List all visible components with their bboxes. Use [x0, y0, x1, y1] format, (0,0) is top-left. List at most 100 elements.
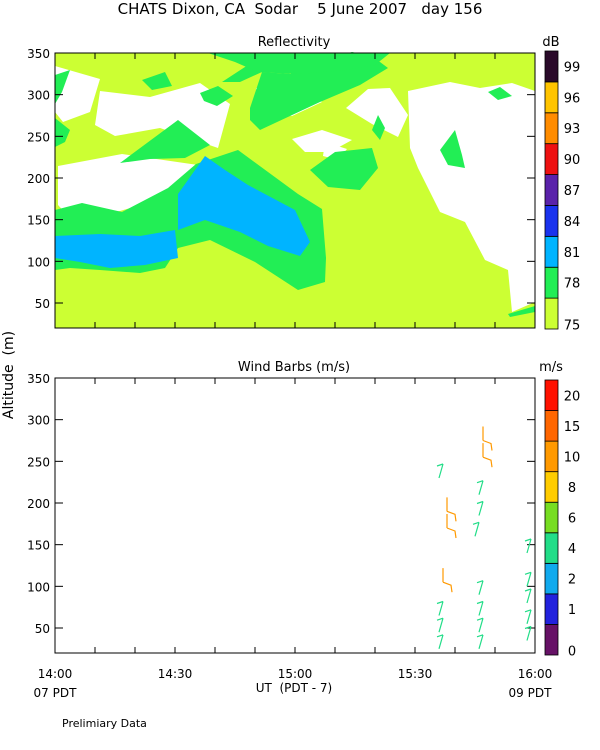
reflectivity-region	[490, 236, 512, 257]
wind-colorbar-swatch	[544, 562, 559, 595]
reflectivity-colorbar-swatch	[544, 297, 559, 330]
wind-colorbar-label: 20	[564, 389, 581, 404]
wind-barb	[446, 497, 457, 522]
wind-colorbar-swatch	[544, 532, 559, 564]
preliminary-footnote: Prelimiary Data	[62, 717, 147, 730]
wind-x-tick-label: 16:00	[518, 667, 553, 681]
reflectivity-title: Reflectivity	[258, 35, 331, 50]
reflectivity-region	[250, 52, 388, 130]
reflectivity-region	[440, 130, 465, 168]
wind-colorbar-label: 1	[568, 603, 576, 618]
wind-barb	[524, 625, 532, 641]
wind-colorbar-swatch	[544, 410, 559, 442]
reflectivity-region	[120, 120, 210, 163]
reflectivity-colorbar-swatch	[544, 50, 559, 83]
wind-colorbar-label: 15	[564, 420, 581, 435]
reflectivity-region	[142, 72, 172, 90]
figure-title: CHATS Dixon, CA Sodar 5 June 2007 day 15…	[118, 0, 483, 18]
wind-barbs-frame	[54, 377, 536, 654]
reflectivity-colorbar-label: 81	[564, 246, 581, 261]
wind-colorbar-swatch	[544, 471, 559, 503]
wind-barb	[476, 634, 484, 649]
wind-barb	[442, 568, 453, 593]
reflectivity-y-tick-label: 50	[35, 297, 50, 311]
reflectivity-region	[208, 53, 390, 74]
wind-barb	[436, 617, 444, 633]
x-sub-label-end: 09 PDT	[509, 686, 553, 700]
reflectivity-colorbar-label: 90	[564, 153, 581, 168]
wind-barb	[524, 571, 532, 587]
wind-barb	[476, 580, 484, 595]
wind-colorbar-swatch	[544, 593, 559, 625]
wind-y-tick-label: 100	[27, 580, 50, 594]
reflectivity-colorbar-label: 87	[564, 184, 581, 199]
wind-colorbar-swatch	[544, 379, 559, 411]
wind-barb	[482, 443, 493, 468]
reflectivity-colorbar-label: 75	[564, 318, 581, 333]
reflectivity-colorbar-swatch	[544, 174, 559, 206]
wind-x-tick-label: 15:00	[278, 667, 313, 681]
wind-colorbar-swatch	[544, 440, 559, 473]
reflectivity-region	[55, 70, 70, 104]
wind-barb	[476, 500, 484, 516]
wind-barb	[476, 617, 484, 633]
reflectivity-colorbar-label: 93	[564, 122, 581, 137]
wind-y-tick-label: 300	[27, 414, 50, 428]
wind-colorbar-label: 8	[568, 481, 576, 496]
reflectivity-region	[408, 82, 535, 312]
reflectivity-region	[310, 148, 378, 190]
wind-colorbar-label: 2	[568, 573, 576, 588]
wind-colorbar-swatch	[544, 624, 559, 656]
wind-colorbar-swatch	[544, 501, 559, 534]
reflectivity-region	[488, 87, 512, 100]
reflectivity-y-tick-label: 200	[27, 172, 50, 186]
reflectivity-colorbar-swatch	[544, 205, 559, 237]
wind-barb	[476, 600, 484, 616]
wind-y-tick-label: 350	[27, 372, 50, 386]
wind-barb	[524, 609, 532, 624]
wind-barbs-x-axis: 14:00 14:30 15:00 15:30 16:00	[38, 378, 553, 681]
wind-y-tick-label: 200	[27, 497, 50, 511]
reflectivity-region	[200, 86, 233, 106]
wind-barbs-marks	[436, 426, 532, 649]
reflectivity-colorbar-swatch	[544, 235, 559, 268]
wind-barb	[446, 514, 457, 539]
wind-barb	[472, 521, 480, 537]
reflectivity-y-tick-label: 100	[27, 255, 50, 269]
wind-barb	[476, 480, 484, 495]
reflectivity-y-tick-label: 150	[27, 214, 50, 228]
wind-barbs-title: Wind Barbs (m/s)	[238, 360, 350, 375]
wind-y-tick-label: 250	[27, 455, 50, 469]
reflectivity-y-tick-label: 250	[27, 130, 50, 144]
reflectivity-region	[346, 88, 408, 137]
reflectivity-region	[178, 156, 310, 256]
wind-colorbar-label: 0	[568, 644, 576, 659]
reflectivity-region	[508, 306, 535, 317]
wind-barb	[524, 538, 532, 554]
x-sub-label-start: 07 PDT	[34, 686, 78, 700]
wind-y-tick-label: 150	[27, 539, 50, 553]
reflectivity-colorbar-swatch	[544, 112, 559, 145]
reflectivity-x-ticks	[54, 53, 536, 328]
reflectivity-colorbar-label: 84	[564, 215, 581, 230]
reflectivity-colorbar-label: 96	[564, 91, 581, 106]
wind-colorbar-label: 4	[568, 542, 576, 557]
wind-barb	[436, 463, 444, 479]
reflectivity-colorbar-swatch	[544, 266, 559, 299]
reflectivity-region	[58, 154, 205, 218]
wind-x-tick-label: 14:30	[158, 667, 193, 681]
wind-x-tick-label: 15:30	[398, 667, 433, 681]
reflectivity-region	[55, 230, 178, 268]
wind-barb	[436, 600, 444, 616]
reflectivity-colorbar: 75 78 81 84 87 90 93 96 99	[544, 50, 581, 333]
wind-colorbar: 0 1 2 4 6 8 10 15 20	[544, 379, 581, 659]
wind-barbs-y-axis: 50 100 150 200 250 300 350	[27, 372, 535, 636]
reflectivity-y-tick-label: 350	[27, 47, 50, 61]
reflectivity-colorbar-swatch	[544, 81, 559, 114]
reflectivity-region	[55, 118, 70, 147]
reflectivity-contours	[55, 52, 535, 328]
reflectivity-colorbar-swatch	[544, 143, 559, 175]
